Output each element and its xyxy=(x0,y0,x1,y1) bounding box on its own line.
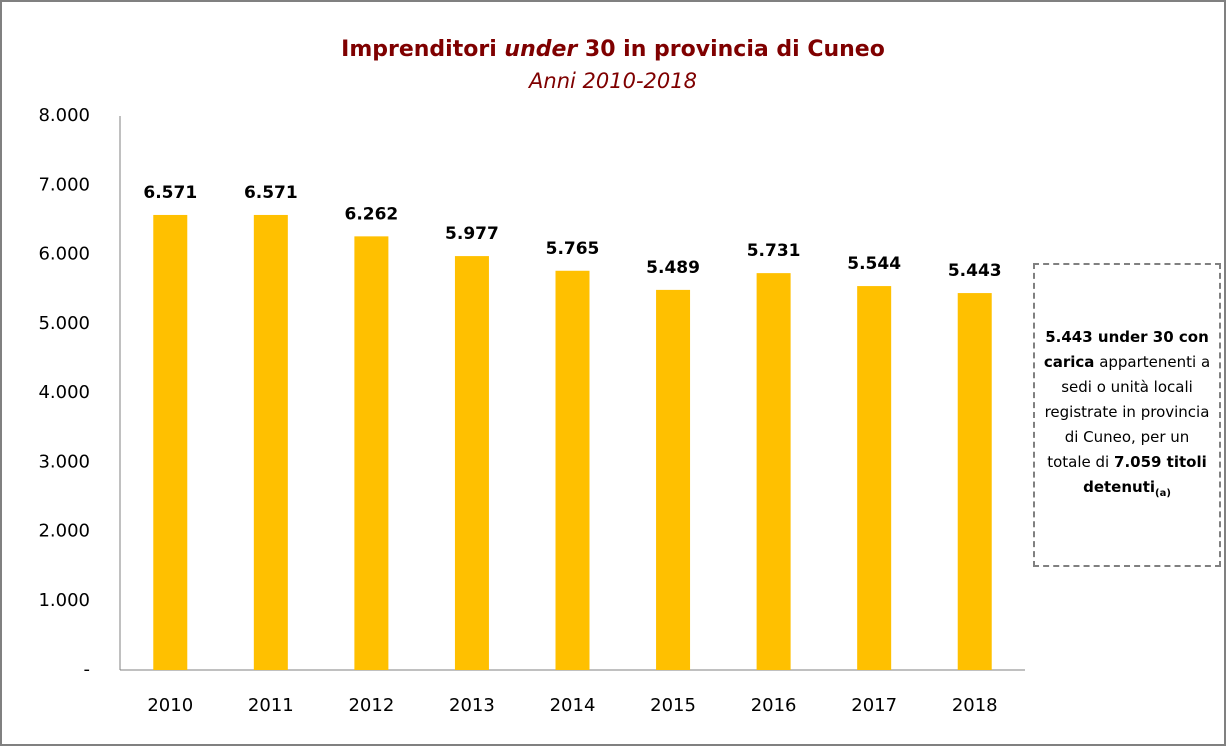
annotation-text: 5.443 under 30 con carica appartenenti a… xyxy=(1043,325,1211,506)
y-tick-label: - xyxy=(84,659,91,680)
bar xyxy=(454,256,489,670)
annotation-part: 7.059 titoli detenuti xyxy=(1083,452,1207,496)
x-tick-label: 2017 xyxy=(851,695,897,716)
y-tick-label: 4.000 xyxy=(38,382,90,403)
data-label: 5.443 xyxy=(948,261,1002,281)
y-tick-label: 7.000 xyxy=(38,174,90,195)
bar xyxy=(555,270,590,670)
data-label: 5.731 xyxy=(747,241,801,261)
annotation-part: (a) xyxy=(1155,487,1171,499)
bar xyxy=(756,273,791,670)
y-tick-label: 6.000 xyxy=(38,244,90,265)
data-label: 6.262 xyxy=(344,204,398,224)
title-part: 30 in provincia di Cuneo xyxy=(577,37,885,62)
annotation-part: appartenenti a sedi o unità locali regis… xyxy=(1044,352,1211,471)
title-part: under xyxy=(504,37,578,62)
x-tick-label: 2013 xyxy=(449,695,495,716)
data-label: 6.571 xyxy=(244,183,298,203)
y-tick-label: 1.000 xyxy=(38,590,90,611)
x-tick-label: 2010 xyxy=(147,695,193,716)
y-tick-label: 8.000 xyxy=(38,105,90,126)
bar xyxy=(153,214,188,670)
y-tick-label: 5.000 xyxy=(38,313,90,334)
title-part: Imprenditori xyxy=(341,37,504,62)
x-tick-label: 2014 xyxy=(550,695,596,716)
annotation-box: 5.443 under 30 con carica appartenenti a… xyxy=(1033,263,1221,567)
bar xyxy=(656,289,691,670)
x-tick-label: 2018 xyxy=(952,695,998,716)
chart-subtitle: Anni 2010-2018 xyxy=(527,69,697,93)
chart-title: Imprenditori under 30 in provincia di Cu… xyxy=(341,37,885,62)
data-label: 5.544 xyxy=(847,254,901,274)
data-label: 5.765 xyxy=(546,239,600,259)
bar xyxy=(253,214,288,670)
annotation-part: 5.443 under 30 con carica xyxy=(1043,327,1209,371)
x-tick-label: 2012 xyxy=(348,695,394,716)
x-tick-label: 2011 xyxy=(248,695,294,716)
y-tick-label: 3.000 xyxy=(38,451,90,472)
data-label: 5.977 xyxy=(445,224,499,244)
bar xyxy=(957,293,992,670)
x-tick-label: 2015 xyxy=(650,695,696,716)
x-tick-label: 2016 xyxy=(751,695,797,716)
data-label: 5.489 xyxy=(646,258,700,278)
y-tick-label: 2.000 xyxy=(38,521,90,542)
bar xyxy=(354,236,389,670)
data-label: 6.571 xyxy=(143,183,197,203)
bar xyxy=(857,286,892,670)
